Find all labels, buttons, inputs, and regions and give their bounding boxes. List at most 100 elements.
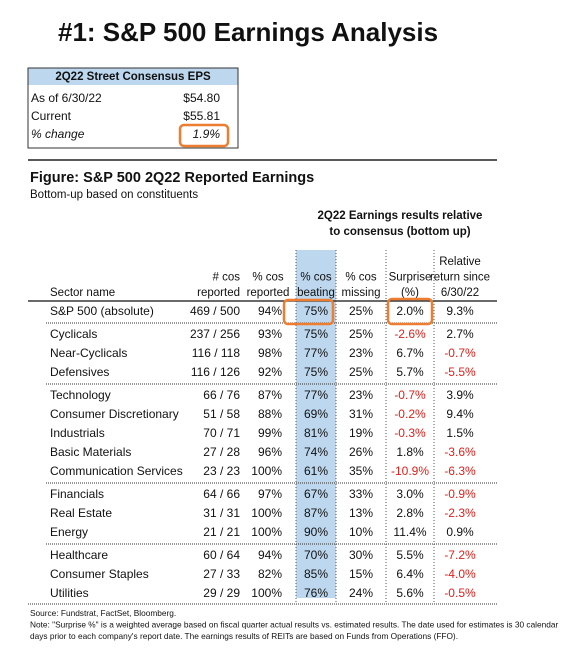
sector-name: Technology (50, 388, 111, 402)
eps-header: 2Q22 Street Consensus EPS (55, 71, 211, 83)
cell: 27 / 28 (203, 445, 240, 459)
cell: 26% (349, 445, 373, 459)
cell: 97% (258, 487, 282, 501)
callout (178, 123, 230, 148)
column-header: beating (297, 287, 335, 299)
eps-label: % change (31, 127, 85, 141)
cell: 99% (258, 426, 282, 440)
cell: 10% (349, 525, 373, 539)
cell: 27 / 33 (203, 567, 240, 581)
cell: 77% (304, 346, 328, 360)
cell: 31 / 31 (203, 506, 240, 520)
column-header: # cos (213, 272, 241, 284)
cell: 70 / 71 (203, 426, 240, 440)
cell: 82% (258, 567, 282, 581)
cell: 35% (349, 464, 373, 478)
column-header: % cos (252, 272, 284, 284)
footnote: days prior to each company's report date… (30, 631, 458, 641)
group-header: to consensus (bottom up) (329, 226, 470, 238)
cell: 24% (349, 586, 373, 600)
callout (282, 298, 335, 326)
column-header: Sector name (50, 287, 115, 299)
cell: 23% (349, 388, 373, 402)
cell: 98% (258, 346, 282, 360)
sector-name: Healthcare (50, 548, 108, 562)
sector-name: Financials (50, 487, 104, 501)
eps-label: Current (31, 109, 72, 123)
cell: 5.5% (396, 548, 424, 562)
cell: 87% (304, 506, 328, 520)
cell: 64 / 66 (203, 487, 240, 501)
cell: 75% (304, 365, 328, 379)
cell: 100% (251, 586, 282, 600)
cell: -4.0% (444, 567, 476, 581)
cell: 75% (304, 327, 328, 341)
cell: 23% (349, 346, 373, 360)
column-header: missing (342, 287, 381, 299)
column-header: % cos (345, 272, 377, 284)
cell: 2.7% (446, 327, 474, 341)
group-header: 2Q22 Earnings results relative (318, 210, 483, 222)
cell: 76% (304, 586, 328, 600)
sector-name: Near-Cyclicals (50, 346, 127, 360)
cell: -0.5% (444, 586, 476, 600)
eps-header-bg (28, 68, 238, 85)
cell: 75% (304, 304, 328, 318)
cell: 29 / 29 (203, 586, 240, 600)
cell: -0.3% (394, 426, 426, 440)
sector-name: Basic Materials (50, 445, 131, 459)
eps-value: $54.80 (183, 91, 220, 105)
cell: 5.6% (396, 586, 424, 600)
cell: 33% (349, 487, 373, 501)
cell: 94% (258, 548, 282, 562)
cell: 3.9% (446, 388, 474, 402)
cell: 90% (304, 525, 328, 539)
cell: 0.9% (446, 525, 474, 539)
cell: 23 / 23 (203, 464, 240, 478)
cell: 25% (349, 365, 373, 379)
cell: 13% (349, 506, 373, 520)
cell: 9.3% (446, 304, 474, 318)
cell: 85% (304, 567, 328, 581)
callout (386, 297, 434, 326)
highlight-column (296, 250, 336, 598)
cell: 11.4% (393, 525, 426, 539)
cell: 31% (349, 407, 373, 421)
sector-name: S&P 500 (absolute) (50, 304, 154, 318)
cell: -0.7% (394, 388, 426, 402)
cell: -2.6% (394, 327, 426, 341)
cell: 93% (258, 327, 282, 341)
cell: 3.0% (396, 487, 424, 501)
column-header: (%) (401, 287, 419, 299)
eps-value: 1.9% (193, 127, 221, 141)
cell: -10.9% (391, 464, 429, 478)
cell: 70% (304, 548, 328, 562)
cell: 67% (304, 487, 328, 501)
cell: 15% (349, 567, 373, 581)
cell: 94% (258, 304, 282, 318)
sector-name: Defensives (50, 365, 109, 379)
cell: 92% (258, 365, 282, 379)
column-header: Surprise (389, 272, 432, 284)
cell: 74% (304, 445, 328, 459)
sector-name: Industrials (50, 426, 105, 440)
cell: 9.4% (446, 407, 474, 421)
cell: -2.3% (444, 506, 476, 520)
cell: -5.5% (444, 365, 476, 379)
sector-name: Communication Services (50, 464, 183, 478)
cell: 66 / 76 (203, 388, 240, 402)
cell: 60 / 64 (203, 548, 240, 562)
cell: 100% (251, 525, 282, 539)
footnote: Source: Fundstrat, FactSet, Bloomberg. (30, 608, 176, 618)
cell: 19% (349, 426, 373, 440)
page-title: #1: S&P 500 Earnings Analysis (58, 17, 438, 47)
column-header: return since (430, 272, 490, 284)
cell: 100% (251, 464, 282, 478)
cell: 5.7% (396, 365, 424, 379)
column-header: Relative (439, 256, 481, 268)
cell: 25% (349, 304, 373, 318)
sector-name: Consumer Staples (50, 567, 149, 581)
cell: 96% (258, 445, 282, 459)
cell: -0.7% (444, 346, 476, 360)
cell: 469 / 500 (190, 304, 240, 318)
